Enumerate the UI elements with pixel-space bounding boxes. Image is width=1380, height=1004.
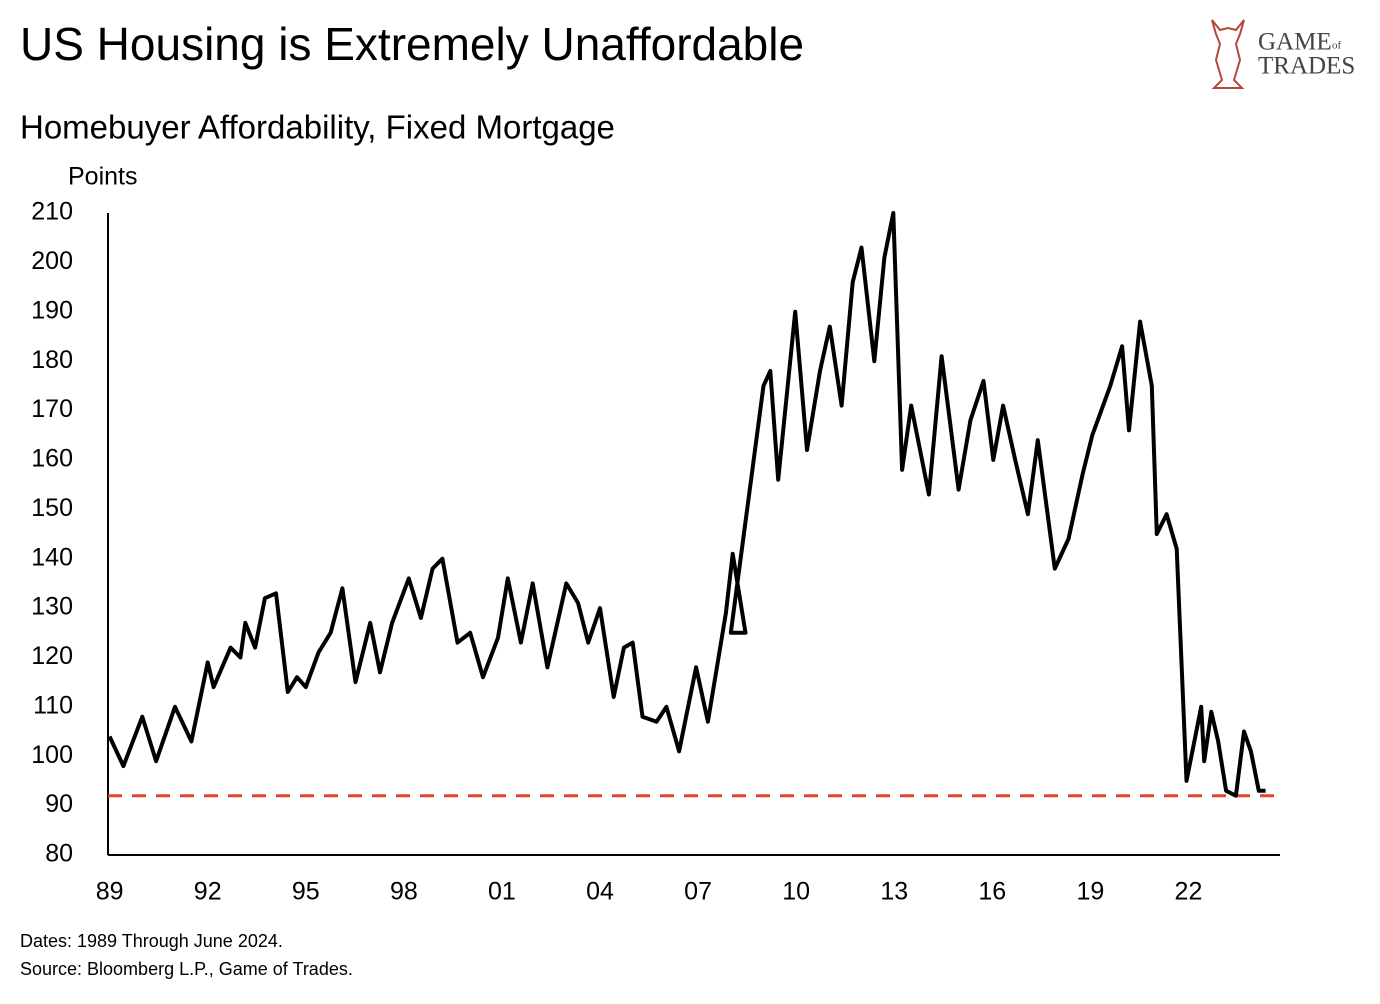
y-axis-label: Points [68,163,137,191]
footnote: Dates: 1989 Through June 2024. [20,931,283,951]
x-tick-label: 13 [880,878,908,906]
data-line [107,211,1266,798]
x-tick-label: 01 [488,878,516,906]
y-tick-label: 140 [31,543,73,571]
y-tick-label: 90 [45,790,73,818]
logo: GAME of TRADES [1211,19,1355,89]
y-tick-label: 130 [31,593,73,621]
y-tick-label: 80 [45,840,73,868]
y-tick-label: 120 [31,642,73,670]
x-tick-label: 10 [782,878,810,906]
logo-text: TRADES [1258,53,1355,80]
logo-text: GAME [1258,29,1332,56]
y-tick-label: 170 [31,395,73,423]
x-tick-label: 92 [194,878,222,906]
x-tick-label: 98 [390,878,418,906]
y-tick-label: 180 [31,346,73,374]
y-tick-label: 190 [31,296,73,324]
y-tick-label: 160 [31,445,73,473]
y-tick-label: 200 [31,247,73,275]
chart-subtitle: Homebuyer Affordability, Fixed Mortgage [20,109,615,146]
x-tick-label: 89 [96,878,124,906]
x-tick-label: 07 [684,878,712,906]
x-tick-label: 95 [292,878,320,906]
logo-text: of [1332,40,1342,52]
y-tick-label: 210 [31,198,73,226]
chart-title: US Housing is Extremely Unaffordable [20,18,804,70]
y-tick-label: 110 [33,691,73,719]
y-tick-label: 150 [31,494,73,522]
y-tick-label: 100 [31,741,73,769]
x-tick-label: 22 [1175,878,1203,906]
logo-icon [1211,19,1245,89]
x-tick-label: 16 [978,878,1006,906]
x-tick-label: 04 [586,878,614,906]
x-tick-label: 19 [1076,878,1104,906]
footnote: Source: Bloomberg L.P., Game of Trades. [20,959,353,979]
